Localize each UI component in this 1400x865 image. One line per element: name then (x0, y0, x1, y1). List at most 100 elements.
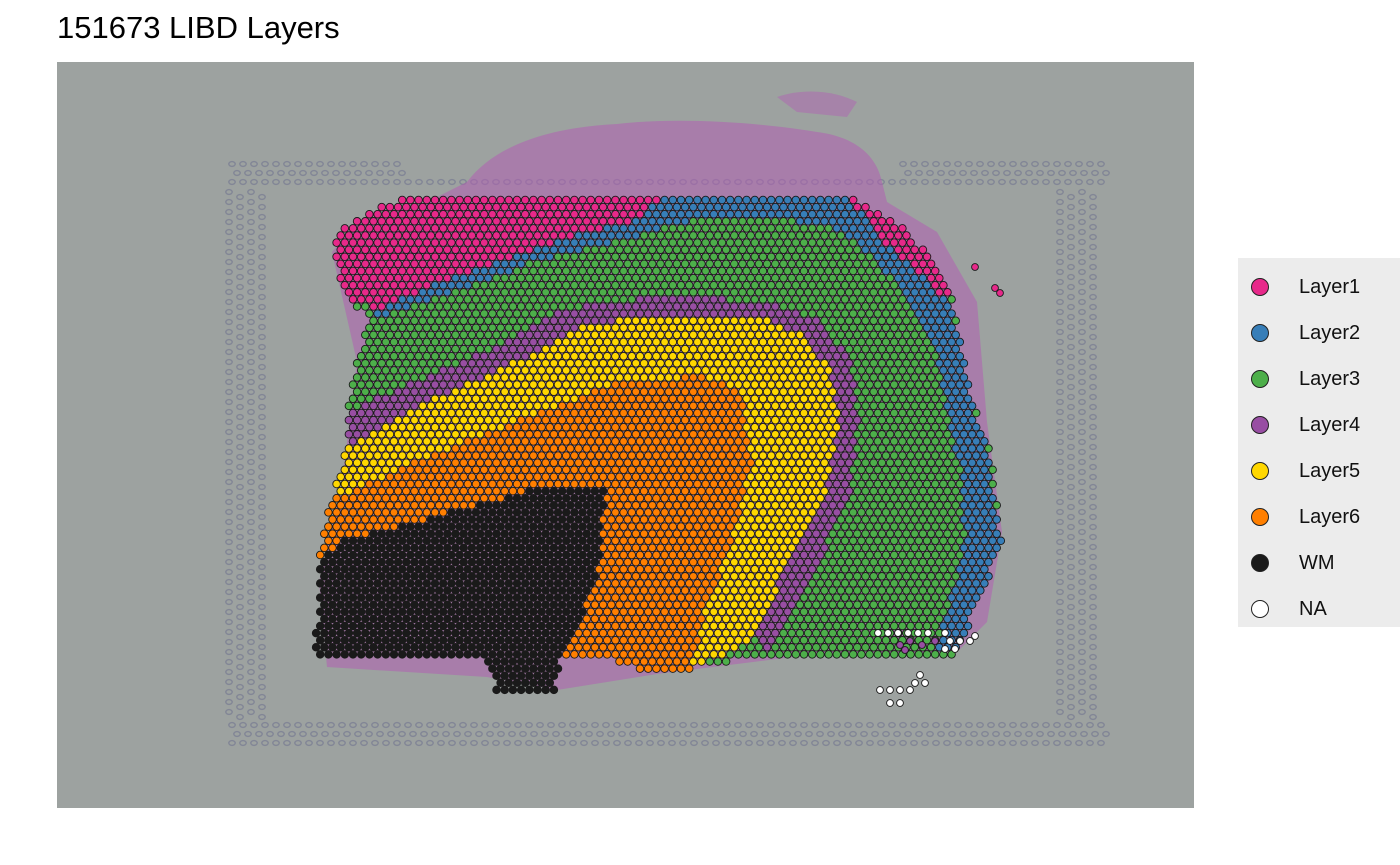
spot-layer3 (447, 295, 456, 304)
spot-layer3 (910, 515, 919, 524)
spot-layer6 (598, 444, 608, 453)
fiducial-dot (1056, 598, 1064, 606)
spot-layer5 (787, 501, 796, 510)
spot-layer3 (865, 465, 874, 475)
spot-layer3 (922, 408, 932, 418)
spot-wm (545, 564, 555, 574)
spot-layer3 (869, 486, 878, 496)
spot-layer3 (812, 273, 821, 283)
spot-layer3 (869, 543, 878, 553)
fiducial-dot (247, 618, 255, 626)
spot-layer3 (426, 316, 436, 325)
spot-layer6 (402, 472, 411, 482)
spot-layer4 (816, 351, 825, 361)
spot-layer5 (393, 458, 403, 467)
spot-layer2 (943, 330, 952, 340)
spot-layer3 (496, 309, 505, 318)
spot-layer4 (525, 344, 534, 354)
fiducial-dot (1078, 268, 1086, 276)
spot-layer5 (447, 408, 456, 418)
spot-layer4 (463, 366, 473, 375)
spot-layer6 (586, 465, 596, 475)
spot-layer5 (791, 451, 801, 460)
spot-layer5 (377, 430, 386, 439)
spot-layer5 (557, 344, 567, 354)
spot-layer5 (414, 451, 423, 460)
spot-layer1 (426, 202, 436, 212)
spot-layer6 (525, 415, 534, 425)
spot-layer5 (602, 380, 612, 389)
spot-layer5 (812, 430, 821, 439)
spot-wm (520, 536, 530, 546)
spot-layer4 (701, 295, 710, 304)
spot-layer4 (438, 366, 448, 375)
spot-layer4 (791, 564, 801, 574)
spot-layer4 (734, 309, 743, 318)
spot-layer5 (750, 550, 760, 560)
spot-layer3 (545, 295, 555, 304)
spot-layer2 (582, 231, 591, 240)
fiducial-dot (332, 169, 340, 177)
spot-layer3 (701, 238, 710, 247)
spot-layer5 (434, 401, 444, 411)
spot-layer2 (828, 217, 837, 226)
spot-layer5 (771, 373, 780, 382)
spot-wm (500, 543, 509, 553)
spot-layer4 (717, 309, 727, 318)
spot-layer2 (971, 437, 981, 446)
spot-layer3 (721, 217, 731, 226)
spot-layer3 (881, 351, 891, 361)
spot-layer6 (615, 486, 624, 496)
spot-layer1 (430, 224, 440, 233)
spot-layer6 (459, 472, 468, 482)
spot-wm (414, 550, 423, 560)
spot-layer3 (844, 302, 854, 311)
spot-layer6 (701, 437, 710, 446)
fiducial-dot (258, 353, 266, 361)
spot-wm (512, 508, 522, 517)
spot-layer5 (754, 486, 764, 496)
fiducial-dot (1089, 243, 1097, 251)
fiducial-dot (1089, 423, 1097, 431)
spot-layer3 (853, 472, 862, 482)
fiducial-dot (247, 248, 255, 256)
spot-wm (566, 486, 575, 496)
spot-layer5 (578, 351, 587, 361)
fiducial-dot (236, 273, 244, 281)
spot-layer5 (574, 387, 583, 396)
spot-layer1 (471, 238, 481, 247)
spot-wm (574, 501, 583, 510)
fiducial-dot (1080, 169, 1088, 177)
spot-layer5 (492, 387, 501, 396)
spot-layer3 (537, 266, 546, 276)
spot-layer3 (619, 266, 628, 276)
spot-layer6 (689, 458, 698, 467)
spot-layer6 (566, 415, 575, 425)
spot-layer6 (508, 444, 518, 453)
spot-layer3 (586, 280, 596, 290)
spot-wm (533, 572, 542, 581)
spot-layer3 (857, 508, 866, 517)
spot-layer5 (369, 430, 378, 439)
spot-layer4 (848, 408, 858, 418)
spot-layer2 (935, 316, 944, 325)
spot-layer5 (402, 458, 411, 467)
spot-layer3 (418, 330, 427, 340)
spot-layer5 (791, 351, 801, 361)
fiducial-dot (1067, 483, 1075, 491)
spot-layer3 (869, 515, 878, 524)
spot-layer5 (447, 394, 456, 404)
fiducial-dot (247, 458, 255, 466)
spot-layer5 (455, 394, 464, 404)
spot-wm (443, 529, 452, 538)
spot-layer3 (389, 351, 399, 361)
spot-layer6 (697, 373, 706, 382)
spot-layer6 (397, 479, 407, 489)
spot-layer1 (336, 231, 345, 240)
spot-layer5 (664, 373, 673, 382)
spot-layer4 (455, 380, 464, 389)
spot-layer2 (438, 280, 448, 290)
spot-layer6 (734, 394, 743, 404)
spot-layer5 (594, 380, 604, 389)
spot-layer6 (725, 479, 735, 489)
